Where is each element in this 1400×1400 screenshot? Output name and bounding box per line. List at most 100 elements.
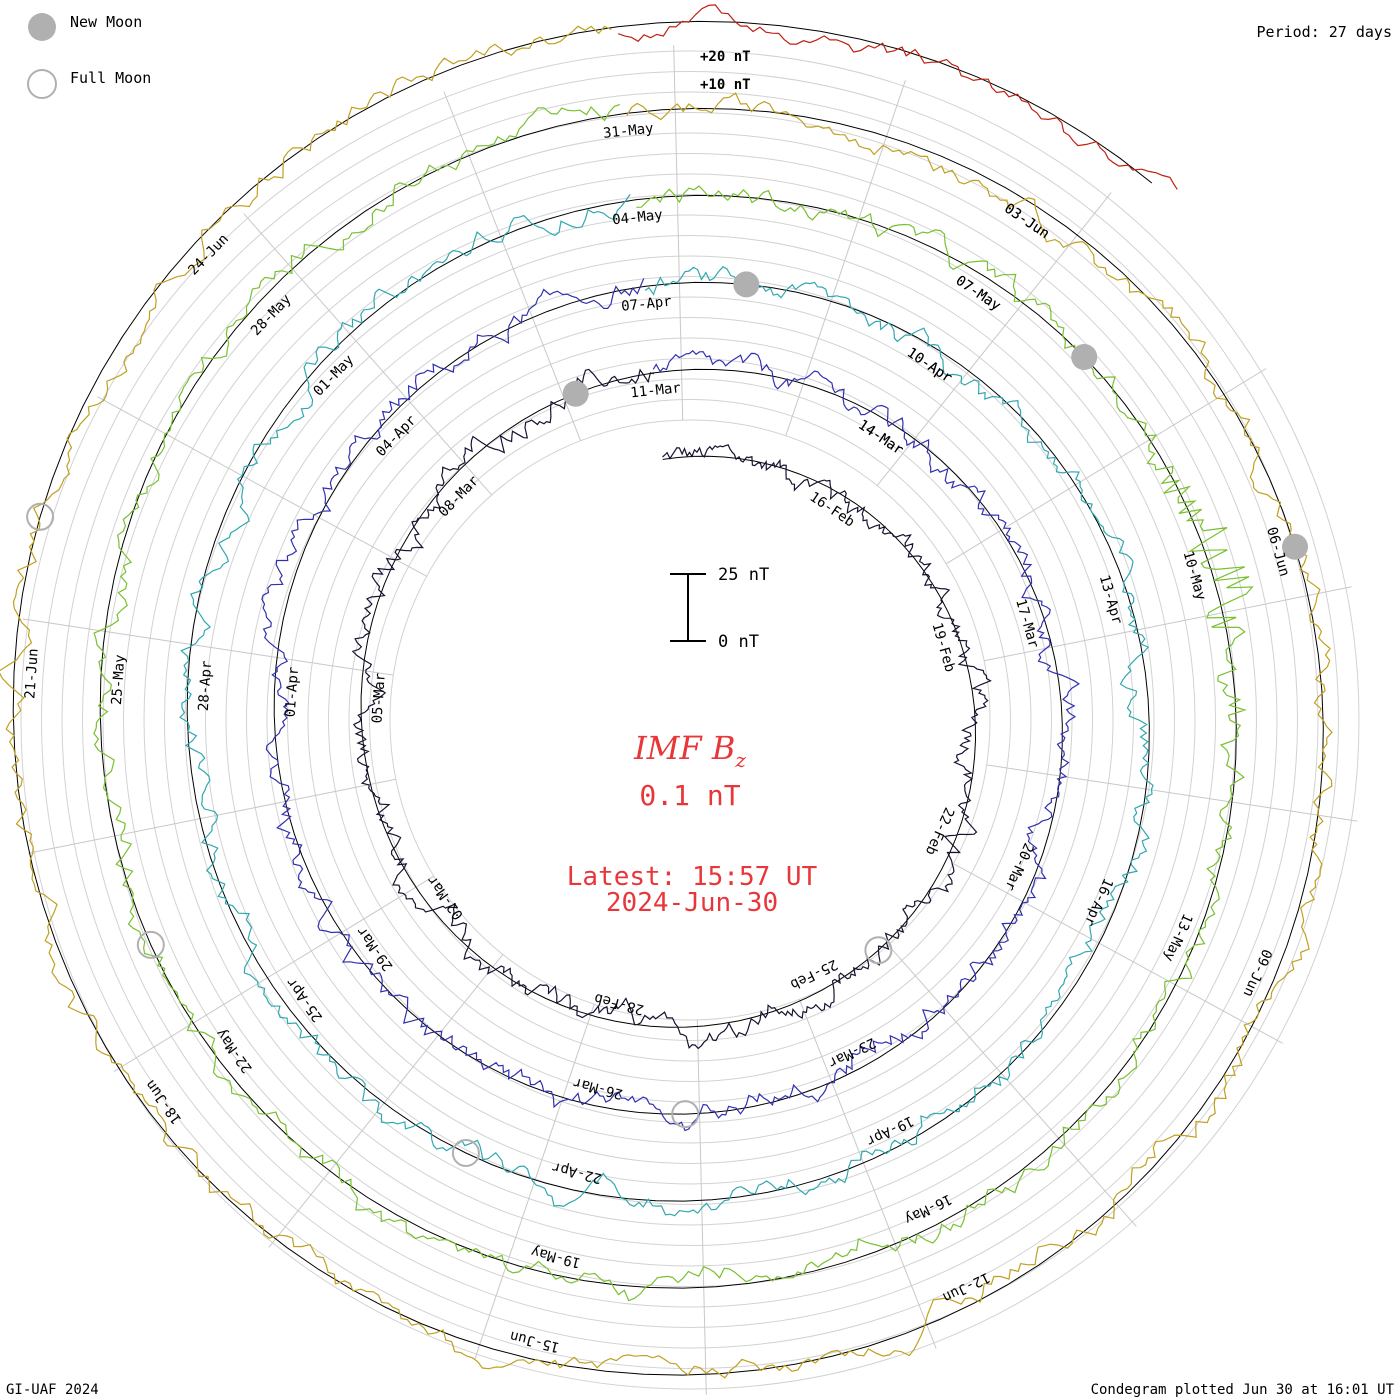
series-rotation-5 (0, 25, 1333, 1379)
full-moon-marker (864, 936, 893, 965)
spoke (945, 368, 1267, 565)
new-moon-marker (1071, 344, 1098, 370)
scale-label-plus20: +20 nT (700, 49, 751, 65)
date-label: 28-May (248, 291, 295, 338)
spoke (243, 213, 493, 496)
date-label: 25-May (109, 654, 128, 706)
date-label: 28-Feb (593, 990, 646, 1018)
date-label: 22-May (213, 1025, 256, 1075)
scale-label-plus10: +10 nT (700, 77, 751, 93)
grid-ring (328, 358, 1052, 1082)
grid-ring (287, 317, 1093, 1123)
spoke (887, 944, 1137, 1227)
date-label: 13-May (1160, 911, 1195, 964)
spoke (785, 80, 906, 436)
date-label: 15-Jun (508, 1327, 561, 1355)
grid-ring (61, 91, 1319, 1349)
grid-ring (164, 194, 1216, 1246)
full-moon-marker (136, 930, 165, 959)
date-label: 31-May (602, 121, 654, 142)
full-moon-marker (671, 1100, 700, 1129)
date-label: 28-Apr (196, 660, 215, 712)
date-label: 10-Apr (904, 345, 955, 387)
new-moon-icon (28, 13, 56, 41)
date-label: 05-Mar (369, 672, 388, 724)
grid-ring (123, 153, 1257, 1287)
date-label: 10-May (1179, 549, 1208, 602)
grid-ring (20, 50, 1360, 1390)
latest-time: Latest: 15:57 UT (567, 862, 818, 892)
grid-ring (369, 399, 1011, 1041)
radial-spokes (22, 45, 1358, 1395)
date-label: 14-Mar (855, 417, 906, 459)
date-label: 19-Apr (864, 1112, 916, 1149)
full-moon-label: Full Moon (70, 69, 151, 87)
date-label: 09-Jun (1240, 946, 1275, 999)
center-value: 0.1 nT (639, 779, 740, 812)
date-label: 01-Apr (283, 666, 302, 718)
date-label: 25-Feb (788, 956, 840, 993)
date-label: 07-Apr (620, 294, 672, 315)
grid-ring (102, 132, 1278, 1308)
spoke (984, 586, 1352, 662)
spoke (22, 618, 394, 676)
series-rotation-4 (93, 103, 1254, 1302)
spoke (876, 192, 1112, 486)
date-label: 02-Mar (424, 872, 467, 922)
spoke (97, 396, 427, 577)
date-label: 22-Feb (922, 805, 957, 858)
new-moon-marker (733, 271, 760, 298)
series-group (0, 4, 1333, 1379)
latest-date: 2024-Jun-30 (606, 888, 778, 918)
footer-credit: GI-UAF 2024 (6, 1382, 99, 1398)
series-rotation-3 (179, 194, 1154, 1217)
date-label: 12-Jun (940, 1269, 992, 1306)
scale-bar-top-label: 25 nT (718, 565, 769, 585)
grid-ring (266, 296, 1114, 1144)
grid-ring (389, 419, 991, 1021)
new-moon-marker (1282, 533, 1308, 560)
date-label: 19-Feb (928, 621, 957, 674)
date-label: 03-Jun (1001, 201, 1052, 243)
spoke (28, 778, 396, 854)
footer-plot-time: Condegram plotted Jun 30 at 16:01 UT (1091, 1382, 1395, 1398)
zero-baselines (12, 20, 1324, 1376)
scale-bar-bottom-label: 0 nT (718, 632, 759, 652)
date-label: 16-Apr (1081, 876, 1116, 929)
full-moon-marker (26, 502, 55, 531)
date-label: 19-May (529, 1243, 582, 1271)
new-moon-label: New Moon (70, 13, 142, 31)
spoke (268, 954, 504, 1248)
full-moon-icon (27, 69, 57, 99)
series-rotation-1 (351, 368, 992, 1050)
grid-ring (348, 378, 1032, 1062)
date-label: 21-Jun (22, 648, 41, 700)
grid-ring (205, 235, 1175, 1205)
spoke (474, 1004, 595, 1360)
moon-markers (26, 271, 1308, 1167)
full-moon-marker (451, 1139, 480, 1167)
center-title-main: IMF B (633, 729, 735, 767)
new-moon-marker (562, 380, 589, 407)
center-title-sub: z (734, 748, 746, 772)
grid-ring (41, 71, 1339, 1369)
spoke (986, 764, 1358, 822)
date-label: 11-Mar (630, 380, 682, 401)
series-rotation-6 (617, 4, 1178, 190)
spoke (113, 875, 435, 1072)
series-rotation-2 (261, 278, 1081, 1132)
period-label: Period: 27 days (1257, 23, 1392, 41)
spoke (673, 45, 684, 421)
spoke (798, 999, 937, 1349)
scale-bar (670, 573, 706, 642)
date-label: 16-Feb (806, 489, 857, 531)
date-label: 16-May (902, 1191, 954, 1228)
grid-ring (82, 112, 1298, 1328)
date-label: 29-Mar (354, 923, 397, 973)
grid-ring (225, 255, 1155, 1185)
spoke (953, 863, 1283, 1044)
date-label: 22-Apr (550, 1159, 603, 1187)
date-label: 24-Jun (185, 231, 232, 278)
center-title: IMF Bz (633, 729, 746, 772)
spoke (443, 91, 582, 441)
